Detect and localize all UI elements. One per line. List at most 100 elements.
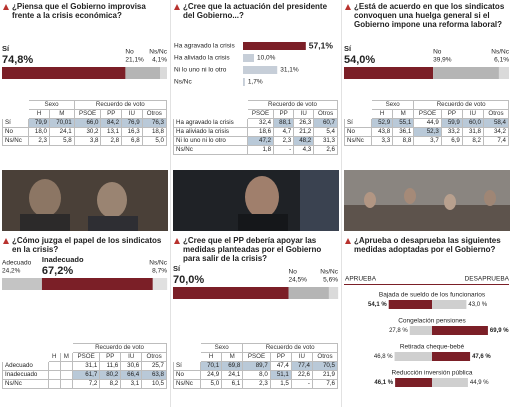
table-cell: 7,2 [72, 379, 101, 389]
table-cell: 2,3 [28, 136, 50, 146]
question: ¿Cómo juzga el papel de los sindicatos e… [12, 236, 162, 254]
disapprove-bar [432, 300, 467, 309]
table-column-header: PSOE [72, 352, 101, 362]
table-corner [345, 110, 372, 119]
table-column-header: PSOE [413, 109, 442, 119]
question: ¿Cree que el PP debería apoyar las medid… [183, 236, 322, 263]
bar-segment [2, 278, 42, 290]
bar-segment [498, 67, 509, 79]
table-group-header [48, 344, 72, 353]
table-cell: - [290, 379, 313, 389]
table-group-header: Recuerdo de voto [242, 343, 338, 353]
header-right: DESAPRUEBA [465, 276, 510, 283]
table-cell: 10,5 [141, 379, 167, 389]
bar-segment [152, 278, 168, 290]
question: ¿Cree que la actuación del presidente de… [183, 2, 328, 20]
segment-value: 5,6% [323, 277, 338, 284]
bar [243, 54, 254, 62]
table-cell: 26,3 [293, 118, 315, 128]
table-row: Ns/Nc 2,3 5,8 3,8 2,8 6,8 5,0 [1, 136, 168, 146]
table-cell [47, 361, 61, 371]
table-cell: 21,2 [293, 127, 315, 137]
row-label: Inadecuado [2, 370, 49, 380]
table-column-header: IU [290, 352, 313, 362]
table-group-header: Recuerdo de voto [246, 100, 339, 110]
data-table: Recuerdo de voto H M PSOE PP IU Otros Adecuado 3… [2, 343, 167, 389]
table-cell: 8,2 [461, 136, 484, 146]
table-corner [174, 344, 201, 353]
table-corner [3, 353, 49, 362]
table-cell [47, 379, 61, 389]
disapprove-bar [432, 326, 488, 335]
table-cell: 21,9 [311, 370, 339, 380]
bar [243, 42, 306, 50]
row-label: Sí [172, 361, 202, 371]
table-cell: 3,7 [413, 136, 442, 146]
measure-label: Bajada de sueldo de los funcionarios [379, 292, 486, 299]
header-left: APRUEBA [345, 276, 377, 283]
table-corner [3, 101, 29, 110]
segment-label: Ns/Nc [491, 49, 509, 56]
table-row: Ns/Nc 7,2 8,2 3,1 10,5 [2, 379, 167, 389]
row-label: Ha agravado la crisis [173, 118, 248, 128]
table-group-row: Recuerdo de voto [174, 100, 339, 110]
table-column-header: IU [121, 109, 143, 119]
table-cell: 32,4 [246, 118, 275, 128]
table-group-header: Recuerdo de voto [413, 100, 509, 110]
table-group-header: Recuerdo de voto [73, 100, 168, 110]
table-row: No 18,0 24,1 30,2 13,1 16,3 18,8 [1, 127, 168, 137]
row-label: Adecuado [2, 361, 49, 371]
table-cell: 2,3 [242, 379, 271, 389]
table-cell: 70,1 [200, 361, 223, 371]
approve-bar [395, 378, 432, 387]
table-cell: 30,6 [120, 361, 143, 371]
table-cell: 52,9 [371, 118, 394, 128]
table-cell: 8,8 [392, 136, 415, 146]
table-corner [174, 353, 201, 362]
table-row: No 43,8 36,1 52,3 33,2 31,8 34,2 [343, 127, 510, 137]
segment-value: 4,1% [152, 57, 167, 64]
bullet [345, 4, 351, 10]
segment-label: No [433, 49, 442, 56]
table-group-header: Sexo [28, 100, 75, 110]
row-label: Ns/Nc [172, 379, 202, 389]
table-column-header: PSOE [242, 352, 271, 362]
segment-value: 6,1% [494, 57, 509, 64]
table-cell: 70,5 [311, 361, 339, 371]
approve-value: 46,1 % [374, 380, 393, 386]
table-cell: 5,4 [313, 127, 338, 137]
table-cell: 5,8 [48, 136, 75, 146]
bullet [3, 238, 9, 244]
table-cell: 47,4 [269, 361, 292, 371]
table-column-header: H [200, 352, 223, 362]
segment-label: Ns/Nc [149, 49, 167, 56]
bar-segment [2, 67, 126, 79]
row-label: No [1, 127, 30, 137]
disapprove-bar [432, 378, 468, 387]
table-cell: 36,1 [392, 127, 415, 137]
table-cell: 7,6 [311, 379, 339, 389]
approve-value: 46,8 % [374, 354, 393, 360]
table-cell: 34,2 [482, 127, 510, 137]
table-cell [59, 370, 74, 380]
bar-value: 1,7% [248, 79, 263, 86]
table-cell: 16,3 [121, 127, 143, 137]
row-label: Ns/Nc [1, 136, 30, 146]
table-cell [59, 361, 74, 371]
table-corner [3, 110, 29, 119]
row-label: No [343, 127, 373, 137]
segment-value: 21,1% [125, 57, 144, 64]
photo-crowd [344, 170, 510, 231]
table-cell: 3,8 [73, 136, 102, 146]
bar-value: 31,1% [280, 67, 299, 74]
measure-label: Congelación pensiones [398, 318, 466, 325]
table-cell: 3,3 [371, 136, 394, 146]
segment-value: 24,5% [289, 277, 308, 284]
table-cell: 24,1 [48, 127, 75, 137]
table-cell: 59,9 [440, 118, 463, 128]
segment-value: 24,2% [2, 268, 21, 275]
table-cell: 77,4 [290, 361, 313, 371]
table-column-header: Otros [141, 352, 167, 362]
bar-segment [433, 67, 499, 79]
